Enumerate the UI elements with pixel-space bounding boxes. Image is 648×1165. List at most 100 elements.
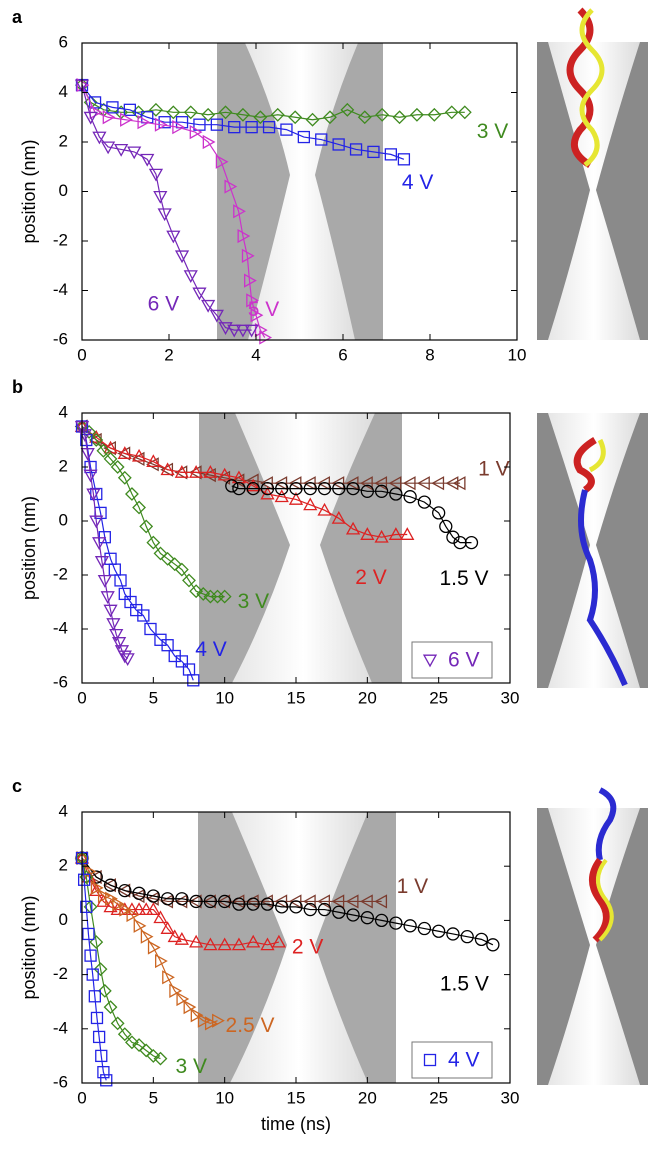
legend-box [411, 641, 493, 679]
data-point [144, 622, 157, 636]
data-point [110, 460, 125, 474]
y-tick-label: 2 [59, 456, 68, 475]
data-point [245, 121, 258, 134]
y-tick-label: -6 [53, 672, 68, 691]
data-point [225, 479, 239, 493]
data-point [96, 443, 111, 458]
data-point [410, 107, 424, 122]
data-point [111, 637, 127, 650]
series-line [81, 857, 218, 1025]
legend-label: 4 V [448, 1049, 480, 1072]
data-point [289, 481, 303, 496]
data-point [117, 883, 131, 898]
data-point [109, 628, 124, 642]
y-axis-label: position (nm) [19, 895, 39, 999]
data-point [217, 894, 231, 909]
data-point [357, 110, 372, 125]
data-point [161, 639, 174, 652]
data-point [119, 902, 133, 917]
data-point [117, 446, 132, 459]
data-point [160, 892, 175, 906]
data-point [120, 653, 135, 667]
data-point [212, 1013, 225, 1028]
data-point [232, 481, 246, 496]
data-point [146, 1048, 161, 1063]
data-point [303, 481, 317, 496]
data-point [237, 228, 251, 244]
data-point [110, 1016, 125, 1031]
data-point [153, 190, 168, 204]
data-point [112, 897, 126, 912]
x-tick-label: 0 [77, 1088, 86, 1107]
data-point [427, 107, 442, 122]
panel-label: b [12, 377, 23, 397]
data-point [367, 145, 380, 159]
x-tick-label: 10 [508, 345, 527, 364]
data-point [94, 556, 110, 569]
x-tick-label: 10 [215, 688, 234, 707]
data-point [114, 143, 129, 157]
data-point [189, 934, 204, 948]
data-point [127, 146, 142, 160]
y-tick-label: 4 [59, 82, 68, 101]
data-point [474, 932, 489, 947]
data-point [359, 476, 373, 491]
data-point [160, 462, 175, 476]
data-point [189, 584, 204, 599]
legend-box [411, 1041, 493, 1079]
data-point [317, 902, 332, 917]
legend-marker [423, 1053, 437, 1067]
y-tick-label: -2 [53, 564, 68, 583]
data-point [217, 467, 232, 481]
x-tick-label: 2 [164, 345, 173, 364]
series-label: 4 V [402, 171, 434, 194]
data-point [193, 118, 206, 131]
data-point [90, 880, 104, 895]
series-label: 2 V [355, 566, 387, 589]
data-point [204, 1016, 218, 1031]
y-tick-label: 0 [59, 910, 68, 929]
data-point [189, 465, 204, 478]
panel-label: c [12, 776, 22, 796]
data-point [346, 481, 360, 496]
pore-rendering [537, 7, 648, 1085]
series-label: 3 V [238, 590, 270, 613]
data-point [83, 111, 98, 125]
data-point [317, 502, 332, 516]
data-point [131, 448, 147, 462]
data-point [374, 913, 389, 928]
data-point [432, 506, 446, 520]
x-tick-label: 0 [77, 345, 86, 364]
series-line [81, 84, 266, 338]
x-tick-label: 20 [358, 688, 377, 707]
series-label: 1 V [478, 458, 510, 481]
data-point [148, 168, 164, 182]
data-point [345, 894, 359, 909]
data-point [271, 934, 286, 948]
data-point [244, 273, 257, 288]
series-line [81, 858, 107, 1081]
data-point [117, 446, 131, 461]
data-point [174, 932, 189, 945]
data-point [160, 462, 174, 477]
data-point [182, 573, 196, 588]
data-point [146, 454, 161, 468]
data-point [374, 484, 389, 498]
data-point [123, 103, 136, 116]
data-point [400, 527, 415, 540]
data-point [103, 604, 118, 618]
data-point [97, 983, 112, 998]
data-point [389, 487, 403, 501]
data-point [417, 921, 432, 936]
data-point [332, 481, 346, 496]
data-point [246, 934, 261, 948]
series-line [231, 485, 472, 544]
data-point [201, 107, 216, 122]
legend-marker [422, 654, 438, 668]
data-point [464, 535, 479, 550]
data-point [147, 940, 161, 955]
data-point [125, 487, 139, 501]
data-point [417, 476, 430, 491]
y-tick-label: -2 [53, 230, 68, 249]
